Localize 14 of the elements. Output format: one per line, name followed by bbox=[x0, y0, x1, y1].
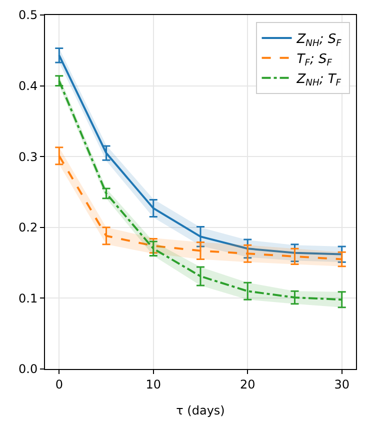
y-tick-label: 0.1 bbox=[18, 291, 38, 306]
x-tick-label: 0 bbox=[55, 377, 63, 392]
y-tick-label: 0.2 bbox=[18, 220, 38, 235]
y-tick-label: 0.4 bbox=[18, 79, 38, 93]
legend-label: T$_{F}$; S$_{F}$ bbox=[296, 52, 333, 69]
x-tick-label: 10 bbox=[146, 377, 162, 392]
legend-label: Z$_{NH}$; S$_{F}$ bbox=[296, 32, 342, 49]
y-tick-label: 0.0 bbox=[18, 362, 38, 376]
legend-label: Z$_{NH}$; T$_{F}$ bbox=[296, 72, 342, 89]
x-axis-title: τ (days) bbox=[176, 403, 225, 418]
x-tick-label: 30 bbox=[334, 377, 350, 392]
x-tick-label: 20 bbox=[240, 377, 256, 392]
y-tick-label: 0.3 bbox=[18, 150, 38, 164]
y-tick-label: 0.5 bbox=[18, 8, 38, 22]
